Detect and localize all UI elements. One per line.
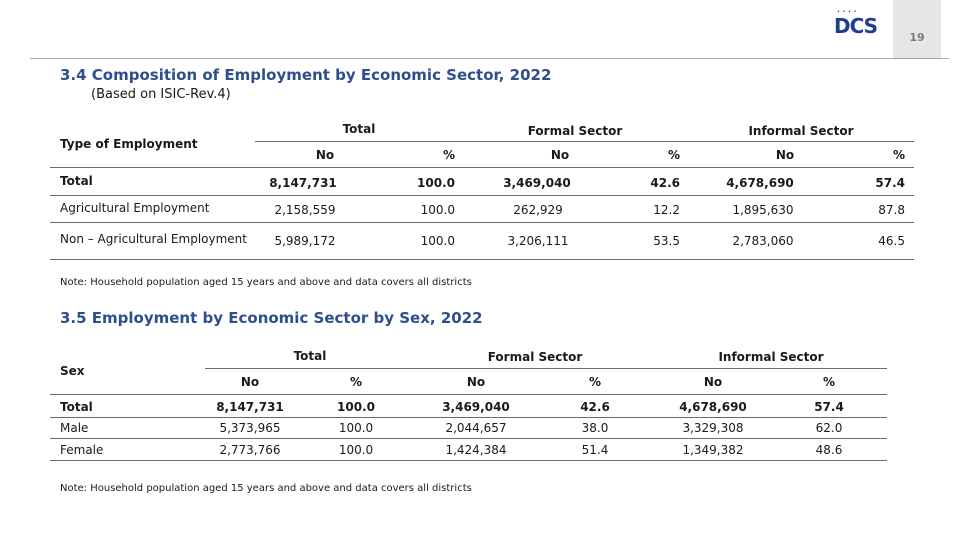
group-header-informal: Informal Sector bbox=[718, 350, 824, 364]
header-rule bbox=[50, 394, 887, 395]
table-cell: 8,147,731 bbox=[269, 176, 337, 190]
subheader-no: No bbox=[550, 148, 570, 162]
table-cell: 5,373,965 bbox=[219, 421, 281, 435]
group-underline bbox=[255, 141, 914, 142]
subheader-pct: % bbox=[442, 148, 455, 162]
subheader-pct: % bbox=[667, 148, 680, 162]
row-header: Type of Employment bbox=[60, 137, 198, 151]
group-header-formal: Formal Sector bbox=[527, 124, 623, 138]
subheader-no: No bbox=[240, 375, 260, 389]
table-cell: 262,929 bbox=[513, 203, 563, 217]
table-row-label: Total bbox=[60, 400, 93, 414]
table-row-label: Non – Agricultural Employment bbox=[60, 232, 247, 246]
table-cell: 4,678,690 bbox=[679, 400, 747, 414]
group-header-total: Total bbox=[342, 122, 376, 136]
table-cell: 2,044,657 bbox=[445, 421, 507, 435]
table-row-label: Agricultural Employment bbox=[60, 201, 210, 215]
section1-subtitle: (Based on ISIC-Rev.4) bbox=[91, 87, 231, 102]
dcs-logo: • • • • DCS bbox=[832, 10, 882, 40]
header-divider bbox=[30, 58, 949, 59]
section1-title: 3.4 Composition of Employment by Economi… bbox=[60, 66, 552, 84]
section1-note: Note: Household population aged 15 years… bbox=[60, 277, 472, 288]
table-row-label: Total bbox=[60, 174, 93, 188]
subheader-pct: % bbox=[892, 148, 905, 162]
subheader-no: No bbox=[466, 375, 486, 389]
group-underline bbox=[205, 368, 887, 369]
table-cell: 100.0 bbox=[417, 176, 455, 190]
table-cell: 100.0 bbox=[338, 443, 374, 457]
table-cell: 3,469,040 bbox=[503, 176, 571, 190]
group-header-formal: Formal Sector bbox=[487, 350, 583, 364]
section2-title: 3.5 Employment by Economic Sector by Sex… bbox=[60, 309, 483, 327]
table-cell: 3,469,040 bbox=[442, 400, 510, 414]
section2-note: Note: Household population aged 15 years… bbox=[60, 483, 472, 494]
row-divider bbox=[50, 438, 887, 439]
table-cell: 2,783,060 bbox=[732, 234, 794, 248]
subheader-pct: % bbox=[349, 375, 363, 389]
table-cell: 100.0 bbox=[338, 421, 374, 435]
table-cell: 100.0 bbox=[420, 234, 455, 248]
table-cell: 100.0 bbox=[420, 203, 455, 217]
table-bottom-rule bbox=[50, 259, 914, 260]
table-cell: 62.0 bbox=[815, 421, 843, 435]
row-header: Sex bbox=[60, 364, 85, 378]
group-header-total: Total bbox=[293, 349, 327, 363]
subheader-pct: % bbox=[588, 375, 602, 389]
table-bottom-rule bbox=[50, 460, 887, 461]
subheader-pct: % bbox=[822, 375, 836, 389]
table-cell: 8,147,731 bbox=[216, 400, 284, 414]
table-cell: 42.6 bbox=[580, 400, 610, 414]
table-cell: 53.5 bbox=[653, 234, 680, 248]
table-cell: 4,678,690 bbox=[726, 176, 794, 190]
page-number-box: 19 bbox=[893, 0, 941, 58]
logo-text: DCS bbox=[834, 14, 878, 38]
table-cell: 57.4 bbox=[814, 400, 844, 414]
table-cell: 2,773,766 bbox=[219, 443, 281, 457]
page-number: 19 bbox=[909, 31, 925, 44]
group-header-informal: Informal Sector bbox=[748, 124, 854, 138]
table-cell: 100.0 bbox=[337, 400, 375, 414]
table-cell: 2,158,559 bbox=[274, 203, 336, 217]
table-cell: 46.5 bbox=[878, 234, 905, 248]
table-cell: 5,989,172 bbox=[274, 234, 336, 248]
subheader-no: No bbox=[703, 375, 723, 389]
table-cell: 1,895,630 bbox=[732, 203, 794, 217]
table-cell: 51.4 bbox=[581, 443, 609, 457]
table-row-label: Female bbox=[60, 443, 104, 457]
table-cell: 38.0 bbox=[581, 421, 609, 435]
table-row-label: Male bbox=[60, 421, 89, 435]
table-cell: 1,424,384 bbox=[445, 443, 507, 457]
table-cell: 1,349,382 bbox=[682, 443, 744, 457]
table-cell: 87.8 bbox=[878, 203, 905, 217]
table-cell: 3,329,308 bbox=[682, 421, 744, 435]
subheader-no: No bbox=[315, 148, 335, 162]
table-cell: 57.4 bbox=[875, 176, 905, 190]
subheader-no: No bbox=[775, 148, 795, 162]
table-cell: 42.6 bbox=[650, 176, 680, 190]
header-rule bbox=[50, 167, 914, 168]
table-cell: 48.6 bbox=[815, 443, 843, 457]
row-divider bbox=[50, 222, 914, 223]
table-cell: 12.2 bbox=[653, 203, 680, 217]
logo-dots: • • • • bbox=[837, 9, 858, 15]
row-divider bbox=[50, 195, 914, 196]
row-divider bbox=[50, 417, 887, 418]
table-cell: 3,206,111 bbox=[507, 234, 569, 248]
